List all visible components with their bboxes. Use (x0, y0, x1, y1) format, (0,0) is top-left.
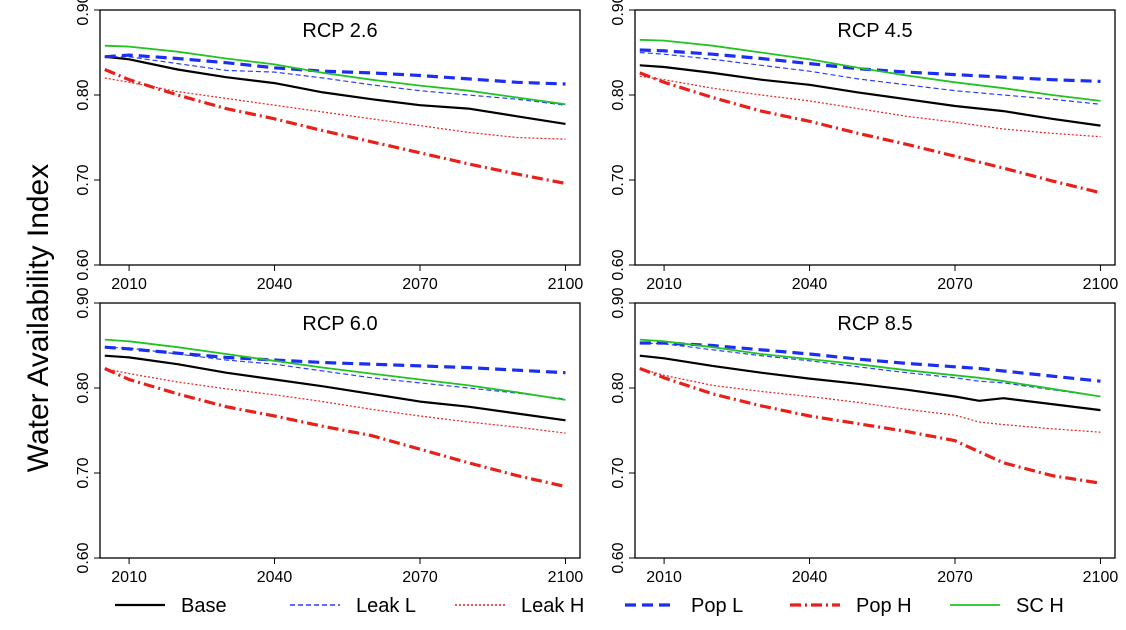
x-tick-label: 2070 (937, 569, 973, 586)
legend-label: Pop H (856, 595, 912, 617)
series-line-leak-h (104, 77, 566, 140)
series-line-pop-h (104, 68, 566, 185)
series-line-base (639, 354, 1101, 412)
series-line-base (104, 55, 566, 125)
x-tick-label: 2010 (646, 569, 682, 586)
x-tick-label: 2010 (111, 569, 147, 586)
series-line-base (104, 354, 566, 422)
series-line-leak-l (639, 342, 1101, 398)
series-line-pop-l (104, 345, 566, 375)
panel-title: RCP 2.6 (302, 20, 377, 42)
x-tick-label: 2100 (548, 276, 584, 293)
y-axis-label: Water Availability Index (22, 164, 55, 472)
y-tick-label: 0.70 (610, 457, 627, 488)
series-line-sc-h (639, 338, 1101, 398)
y-tick-label: 0.80 (610, 79, 627, 110)
panel-rcp-2-6: RCP 2.6 2010 2040 2070 2100 0.60 0.70 0.80 0.90 (75, 0, 583, 293)
y-tick-label: 0.60 (610, 249, 627, 280)
plot-frame (99, 302, 581, 559)
x-tick-label: 2040 (792, 569, 828, 586)
legend-label: Base (181, 595, 227, 617)
panel-title: RCP 6.0 (302, 313, 377, 335)
series-line-base (639, 64, 1101, 127)
legend-label: Pop L (691, 595, 743, 617)
series-line-leak-l (104, 56, 566, 106)
series-line-pop-h (104, 367, 566, 489)
series-line-leak-h (639, 75, 1101, 138)
y-tick-label: 0.80 (610, 372, 627, 403)
x-tick-label: 2100 (1083, 569, 1119, 586)
legend-item-base: Base (115, 595, 227, 617)
legend: Base Leak L Leak H Pop L Pop H SC H (115, 595, 1064, 617)
series-line-sc-h (639, 38, 1101, 102)
y-tick-label: 0.90 (610, 287, 627, 318)
y-tick-label: 0.80 (75, 372, 92, 403)
x-tick-label: 2070 (402, 569, 438, 586)
legend-item-sc-h: SC H (950, 595, 1064, 617)
legend-label: Leak H (521, 595, 584, 617)
y-tick-label: 0.60 (610, 542, 627, 573)
plot-frame (634, 9, 1116, 266)
x-tick-label: 2010 (646, 276, 682, 293)
x-tick-label: 2040 (257, 569, 293, 586)
series-line-pop-h (639, 367, 1101, 485)
x-tick-label: 2010 (111, 276, 147, 293)
legend-item-pop-h: Pop H (790, 595, 912, 617)
x-tick-label: 2100 (1083, 276, 1119, 293)
series-line-pop-l (639, 341, 1101, 383)
series-line-leak-h (104, 367, 566, 434)
panel-rcp-4-5: RCP 4.5 2010 2040 2070 2100 0.60 0.70 0.80 0.90 (610, 0, 1118, 293)
y-tick-label: 0.90 (610, 0, 627, 26)
panel-rcp-8-5: RCP 8.5 2010 2040 2070 2100 0.60 0.70 0.80 0.90 (610, 287, 1118, 586)
y-tick-label: 0.90 (75, 0, 92, 26)
series-line-leak-h (639, 367, 1101, 433)
y-tick-label: 0.90 (75, 287, 92, 318)
panel-rcp-6-0: RCP 6.0 2010 2040 2070 2100 0.60 0.70 0.80 0.90 (75, 287, 583, 586)
x-tick-label: 2040 (792, 276, 828, 293)
series-line-sc-h (104, 338, 566, 401)
legend-item-leak-l: Leak L (290, 595, 416, 617)
y-tick-label: 0.80 (75, 79, 92, 110)
panel-title: RCP 4.5 (837, 20, 912, 42)
y-tick-label: 0.60 (75, 249, 92, 280)
series-line-pop-l (104, 53, 566, 86)
panel-title: RCP 8.5 (837, 313, 912, 335)
x-tick-label: 2070 (937, 276, 973, 293)
y-tick-label: 0.70 (75, 164, 92, 195)
x-tick-label: 2100 (548, 569, 584, 586)
y-tick-label: 0.60 (75, 542, 92, 573)
legend-item-pop-l: Pop L (625, 595, 743, 617)
x-tick-label: 2070 (402, 276, 438, 293)
legend-label: Leak L (356, 595, 416, 617)
series-line-pop-h (639, 71, 1101, 195)
y-tick-label: 0.70 (75, 457, 92, 488)
legend-item-leak-h: Leak H (455, 595, 584, 617)
plot-frame (99, 9, 581, 266)
legend-label: SC H (1016, 595, 1064, 617)
series-line-sc-h (104, 44, 566, 106)
y-tick-label: 0.70 (610, 164, 627, 195)
plot-frame (634, 302, 1116, 559)
series-line-pop-l (639, 48, 1101, 83)
series-line-leak-l (639, 51, 1101, 105)
x-tick-label: 2040 (257, 276, 293, 293)
